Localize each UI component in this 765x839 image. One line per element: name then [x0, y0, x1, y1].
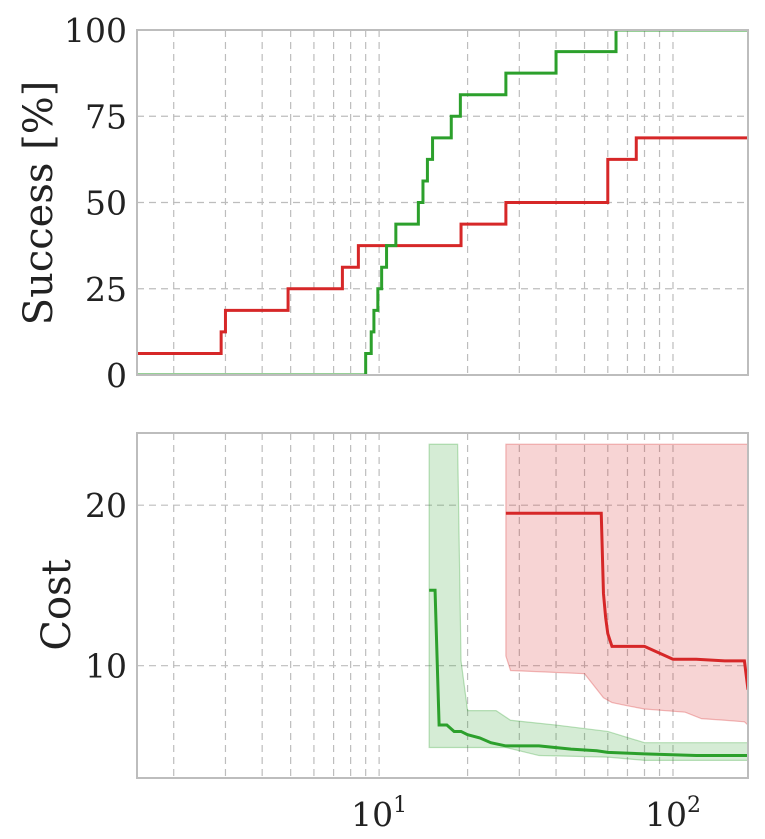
series-2-line — [137, 30, 748, 375]
x-tick-base: 10 — [645, 795, 687, 834]
series-2-line — [429, 588, 748, 758]
series-1-line — [505, 511, 748, 690]
bottom-series-lines — [429, 511, 748, 758]
top-plot-frame — [136, 29, 749, 376]
x-tick-label: 101 — [351, 793, 407, 834]
bottom-bands — [428, 443, 748, 761]
series-1-confidence-band — [505, 443, 748, 726]
bottom-x-tick-labels: 101 102 — [351, 793, 701, 834]
y-tick-label: 100 — [64, 11, 127, 50]
series-2-confidence-band — [428, 443, 748, 761]
bottom-plot-frame — [136, 432, 749, 779]
bottom-y-axis-label: Cost — [34, 559, 80, 650]
x-tick-base: 10 — [351, 795, 393, 834]
bottom-grid — [137, 433, 748, 778]
x-tick-exponent: 1 — [393, 793, 407, 818]
top-y-tick-labels: 0 25 50 75 100 — [64, 11, 127, 395]
y-tick-label: 75 — [85, 97, 127, 136]
y-tick-label: 50 — [85, 184, 127, 223]
bottom-y-tick-labels: 10 20 — [85, 486, 127, 685]
y-tick-label: 25 — [85, 270, 127, 309]
top-series-lines — [137, 30, 748, 375]
x-tick-exponent: 2 — [687, 793, 701, 818]
y-tick-label: 20 — [85, 486, 127, 525]
success-panel: 0 25 50 75 100 Success [%] — [16, 11, 749, 395]
series-1-line — [137, 136, 748, 355]
x-tick-label: 102 — [645, 793, 701, 834]
top-grid — [137, 30, 748, 375]
y-tick-label: 10 — [85, 647, 127, 686]
top-y-axis-label: Success [%] — [16, 81, 62, 326]
y-tick-label: 0 — [106, 356, 127, 395]
